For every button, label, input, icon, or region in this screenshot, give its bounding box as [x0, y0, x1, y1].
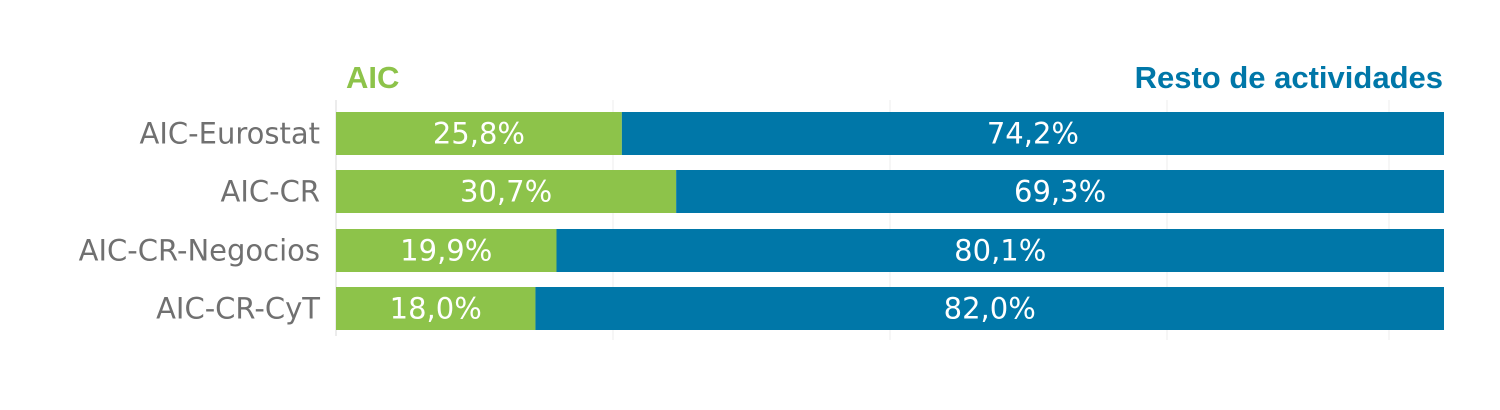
- bar-resto-2: [556, 229, 1444, 272]
- data-label-aic-1: 30,7%: [460, 175, 552, 209]
- labels-group: AIC-Eurostat 25,8% 74,2% AIC-CR 30,7% 69,3% AI…: [79, 117, 1106, 326]
- legend-aic: AIC: [346, 60, 399, 95]
- data-label-resto-3: 82,0%: [944, 292, 1036, 326]
- bar-aic-3: [336, 287, 536, 330]
- category-label: AIC-CR-CyT: [156, 292, 320, 326]
- bar-resto-3: [535, 287, 1444, 330]
- data-label-resto-0: 74,2%: [987, 117, 1079, 151]
- bar-aic-2: [336, 229, 557, 272]
- category-label: AIC-CR: [220, 175, 320, 209]
- category-label: AIC-CR-Negocios: [79, 234, 320, 268]
- bar-aic-0: [336, 112, 622, 155]
- data-label-aic-2: 19,9%: [400, 234, 492, 268]
- data-label-aic-3: 18,0%: [390, 292, 482, 326]
- bar-aic-1: [336, 170, 677, 213]
- legend-resto-de-actividades: Resto de actividades: [1135, 60, 1443, 95]
- data-label-resto-1: 69,3%: [1014, 175, 1106, 209]
- data-label-aic-0: 25,8%: [433, 117, 525, 151]
- bar-resto-0: [621, 112, 1444, 155]
- category-label: AIC-Eurostat: [140, 117, 320, 151]
- bars-group: [336, 112, 1444, 330]
- data-label-resto-2: 80,1%: [954, 234, 1046, 268]
- bar-resto-1: [676, 170, 1444, 213]
